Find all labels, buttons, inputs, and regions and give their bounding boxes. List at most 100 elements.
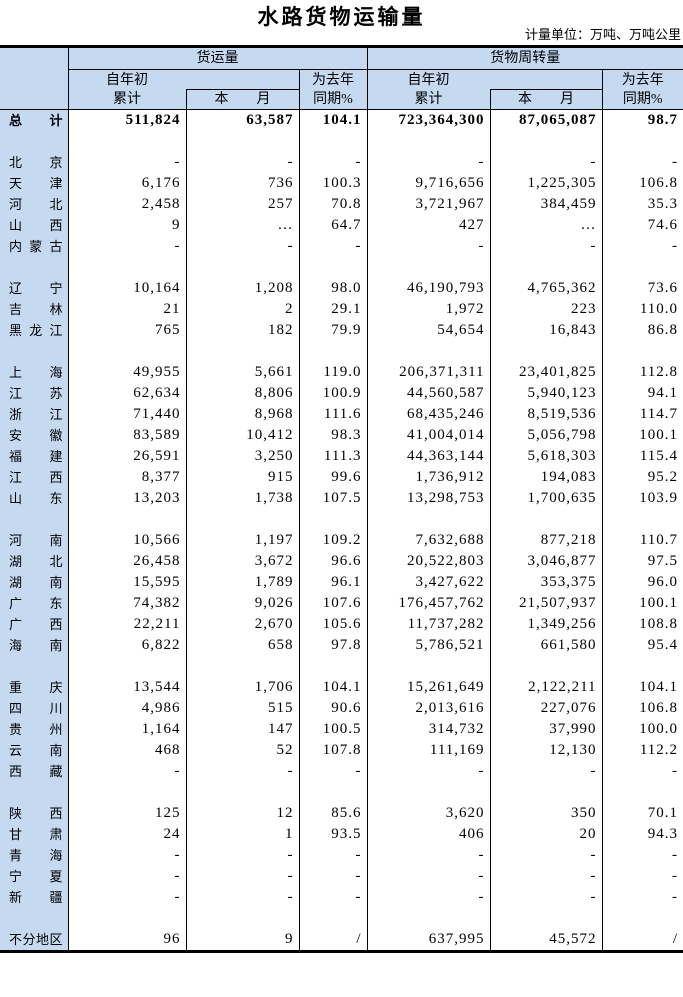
value-cell: - (366, 887, 491, 908)
value-cell (489, 131, 603, 152)
value-cell: - (601, 845, 683, 866)
region-label: 湖南 (9, 575, 63, 590)
value-cell: 21 (67, 299, 186, 320)
region-cell: 黑龙江 (0, 320, 68, 341)
value-cell (298, 782, 368, 803)
value-cell: 1 (185, 824, 299, 845)
value-cell (298, 656, 368, 677)
region-cell: 贵州 (0, 719, 68, 740)
region-label: 河南 (9, 533, 63, 548)
cumulative-line2: 累计 (414, 91, 443, 107)
col-header-month-2: 本月 (489, 89, 603, 110)
value-cell: 9 (67, 215, 186, 236)
group-header-freight-volume: 货运量 (67, 46, 368, 70)
region-cell (0, 656, 68, 677)
region-label: 总计 (9, 113, 63, 128)
region-label: 青海 (9, 848, 63, 863)
value-cell: 23,401,825 (489, 362, 603, 383)
table-row: 内蒙古 - - - - - - (0, 236, 683, 257)
value-cell: 8,968 (185, 404, 299, 425)
value-cell: 384,459 (489, 194, 603, 215)
value-cell: 194,083 (489, 467, 603, 488)
month-label: 本月 (518, 92, 575, 107)
region-label: 上海 (9, 365, 63, 380)
table-row: 湖北 26,458 3,672 96.6 20,522,803 3,046,877 97.5 (0, 551, 683, 572)
region-cell: 广东 (0, 593, 68, 614)
region-label: 天津 (9, 176, 63, 191)
value-cell: 1,700,635 (489, 488, 603, 509)
value-cell: 468 (67, 740, 186, 761)
value-cell: 73.6 (601, 278, 683, 299)
value-cell: - (298, 761, 368, 782)
value-cell: 8,519,536 (489, 404, 603, 425)
region-cell: 上海 (0, 362, 68, 383)
region-cell: 四川 (0, 698, 68, 719)
region-cell (0, 257, 68, 278)
value-cell: 5,661 (185, 362, 299, 383)
value-cell: 96.1 (298, 572, 368, 593)
header-gap-cell-2 (490, 69, 603, 90)
value-cell: 46,190,793 (366, 278, 491, 299)
value-cell: 147 (185, 719, 299, 740)
value-cell: 100.0 (601, 719, 683, 740)
region-cell: 江西 (0, 467, 68, 488)
table-row: 陕西 125 12 85.6 3,620 350 70.1 (0, 803, 683, 824)
value-cell: 3,672 (185, 551, 299, 572)
value-cell: - (366, 761, 491, 782)
value-cell (601, 509, 683, 530)
value-cell: - (601, 152, 683, 173)
value-cell: - (185, 236, 299, 257)
value-cell: 35.3 (601, 194, 683, 215)
value-cell: 64.7 (298, 215, 368, 236)
value-cell (366, 341, 491, 362)
value-cell: 106.8 (601, 698, 683, 719)
value-cell: 1,208 (185, 278, 299, 299)
value-cell (185, 908, 299, 929)
value-cell: - (185, 845, 299, 866)
value-cell: 3,250 (185, 446, 299, 467)
region-cell: 吉林 (0, 299, 68, 320)
table-row: 甘肃 24 1 93.5 406 20 94.3 (0, 824, 683, 845)
value-cell: - (298, 866, 368, 887)
region-label: 新疆 (9, 890, 63, 905)
spacer-row (0, 509, 683, 530)
value-cell (366, 908, 491, 929)
value-cell: 26,458 (67, 551, 186, 572)
value-cell: 70.1 (601, 803, 683, 824)
value-cell: 12 (185, 803, 299, 824)
value-cell: - (489, 866, 603, 887)
spacer-row (0, 341, 683, 362)
region-label: 贵州 (9, 722, 63, 737)
region-header-cell (0, 46, 68, 110)
value-cell: - (489, 845, 603, 866)
value-cell: 5,940,123 (489, 383, 603, 404)
value-cell: - (601, 866, 683, 887)
region-cell: 海南 (0, 635, 68, 656)
value-cell: 85.6 (298, 803, 368, 824)
value-cell: - (185, 887, 299, 908)
region-label: 内蒙古 (9, 239, 63, 254)
value-cell: 13,203 (67, 488, 186, 509)
value-cell: 15,261,649 (366, 677, 491, 698)
value-cell: 97.5 (601, 551, 683, 572)
col-header-yoy-2: 为去年 同期% (601, 69, 683, 110)
spacer-row (0, 782, 683, 803)
table-row: 江西 8,377 915 99.6 1,736,912 194,083 95.2 (0, 467, 683, 488)
spacer-row (0, 656, 683, 677)
value-cell: 11,737,282 (366, 614, 491, 635)
value-cell (489, 908, 603, 929)
value-cell (298, 908, 368, 929)
region-cell: 云南 (0, 740, 68, 761)
value-cell: 111.6 (298, 404, 368, 425)
region-cell: 天津 (0, 173, 68, 194)
value-cell: 1,736,912 (366, 467, 491, 488)
value-cell: - (489, 236, 603, 257)
cumulative-line1: 自年初 (106, 72, 148, 88)
region-label: 海南 (9, 638, 63, 653)
value-cell: 9 (185, 929, 299, 952)
value-cell: 20,522,803 (366, 551, 491, 572)
value-cell: 108.8 (601, 614, 683, 635)
value-cell: … (489, 215, 603, 236)
value-cell: 206,371,311 (366, 362, 491, 383)
value-cell: 100.1 (601, 425, 683, 446)
